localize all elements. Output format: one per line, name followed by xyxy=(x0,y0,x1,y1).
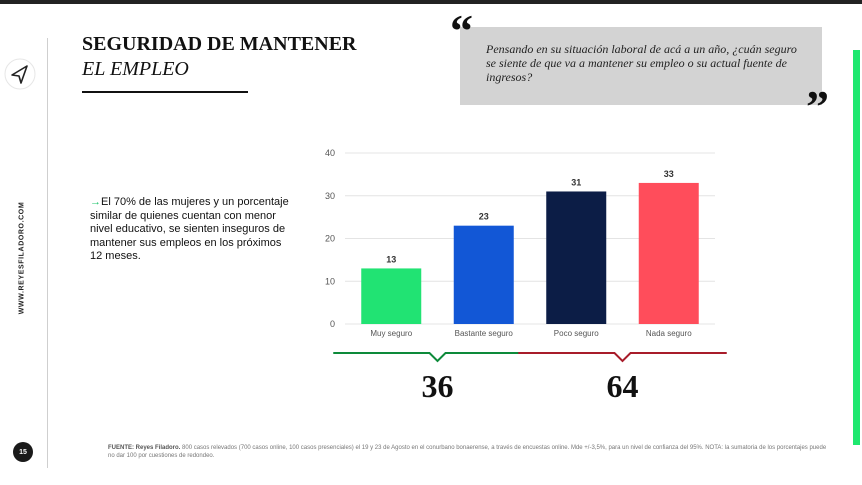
insight-text: →El 70% de las mujeres y un porcentaje s… xyxy=(90,196,290,264)
data-label: 23 xyxy=(479,212,489,222)
source-text: 800 casos relevados (700 casos online, 1… xyxy=(108,445,827,459)
close-quote-icon: ” xyxy=(806,81,829,132)
data-label: 33 xyxy=(664,169,674,179)
bar xyxy=(453,225,514,324)
paper-plane-icon[interactable] xyxy=(4,58,36,90)
insight-body: El 70% de las mujeres y un porcentaje si… xyxy=(90,196,289,262)
bar-chart: 0 10 20 30 40 13 Muy seguro 23 Bastante seguro 31… xyxy=(325,148,727,363)
group-total-insecure: 64 xyxy=(606,368,639,404)
x-tick-label: Muy seguro xyxy=(370,329,412,338)
y-tick-label: 40 xyxy=(325,148,335,158)
x-tick-label: Poco seguro xyxy=(554,329,599,338)
top-bar xyxy=(0,0,862,4)
page-number: 15 xyxy=(13,442,33,462)
open-quote-icon: “ xyxy=(450,5,473,56)
group-bracket xyxy=(518,352,727,363)
x-tick-label: Nada seguro xyxy=(646,329,692,338)
website-url: WWW.REYESFILADORO.COM xyxy=(18,201,26,315)
group-total-secure: 36 xyxy=(421,368,454,404)
group-bracket xyxy=(333,352,542,363)
source-footnote: FUENTE: Reyes Filadoro. 800 casos releva… xyxy=(108,444,828,460)
accent-bar xyxy=(853,50,860,445)
page-title: SEGURIDAD DE MANTENER xyxy=(82,33,357,55)
bar xyxy=(546,191,607,324)
data-label: 13 xyxy=(386,254,396,264)
x-tick-label: Bastante seguro xyxy=(455,329,514,338)
data-label: 31 xyxy=(571,177,581,187)
bar xyxy=(361,268,422,324)
bar xyxy=(638,182,699,324)
page-subtitle: EL EMPLEO xyxy=(82,58,189,80)
title-underline xyxy=(82,91,248,93)
y-tick-label: 0 xyxy=(330,319,335,329)
sidebar-divider xyxy=(47,38,48,468)
question-box xyxy=(460,27,822,105)
y-tick-label: 10 xyxy=(325,276,335,286)
source-label: FUENTE: Reyes Filadoro. xyxy=(108,445,181,451)
y-tick-label: 30 xyxy=(325,191,335,201)
survey-question: Pensando en su situación laboral de acá … xyxy=(486,42,797,84)
arrow-right-icon: → xyxy=(90,196,101,208)
y-tick-label: 20 xyxy=(325,234,335,244)
